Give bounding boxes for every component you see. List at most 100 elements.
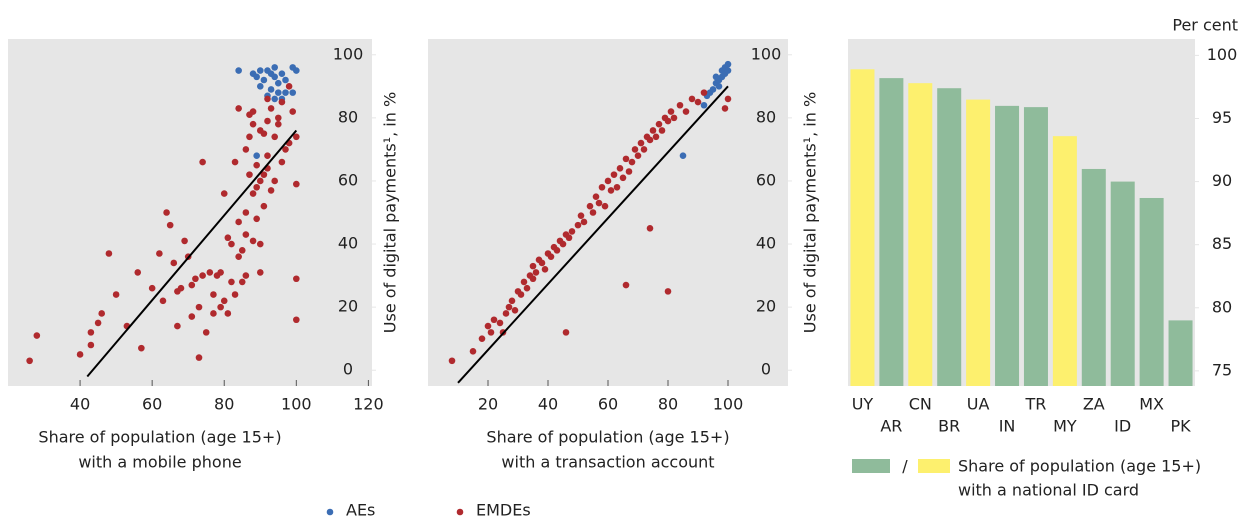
x-tick-label: TR	[1025, 395, 1047, 414]
point	[253, 215, 260, 223]
point	[613, 183, 621, 191]
legend-label: with a national ID card	[958, 481, 1139, 500]
y-tick-label: 85	[1212, 234, 1232, 253]
point	[688, 95, 696, 103]
point	[712, 73, 720, 81]
legend-swatch	[918, 459, 950, 473]
point	[253, 161, 260, 169]
point	[282, 89, 289, 96]
x-tick-label: 120	[353, 395, 384, 414]
point	[249, 190, 257, 197]
y-tick-label: 100	[1207, 45, 1238, 64]
point	[181, 237, 188, 245]
point	[278, 98, 286, 106]
point	[170, 259, 178, 267]
point	[242, 209, 250, 216]
point	[700, 89, 708, 96]
plot-background	[428, 39, 788, 386]
point	[670, 114, 678, 122]
point	[637, 139, 645, 147]
point	[253, 183, 260, 191]
point	[87, 341, 95, 349]
point	[487, 329, 495, 336]
point	[76, 351, 84, 358]
point	[267, 187, 275, 194]
x-tick-label: MY	[1053, 417, 1077, 436]
point	[724, 67, 732, 74]
point	[271, 73, 278, 81]
point	[271, 64, 278, 71]
point	[274, 120, 282, 128]
bar	[908, 83, 933, 386]
point	[541, 265, 549, 273]
point	[664, 117, 672, 125]
bar	[1052, 136, 1077, 386]
bar	[1110, 181, 1135, 386]
point	[586, 202, 594, 210]
point	[192, 275, 199, 283]
point	[721, 105, 729, 112]
point	[289, 108, 297, 115]
y-axis-label: Use of digital payments¹, in %	[801, 92, 820, 333]
point	[267, 105, 275, 112]
point	[253, 152, 260, 160]
point	[469, 348, 477, 355]
point	[610, 171, 618, 178]
point	[709, 86, 717, 93]
y-tick-label: 40	[756, 234, 776, 253]
fit-line	[457, 85, 729, 384]
point	[589, 209, 597, 216]
x-tick-label: 100	[713, 395, 744, 414]
legend-separator: /	[902, 457, 908, 476]
point	[235, 105, 242, 112]
point	[235, 218, 242, 226]
point	[199, 158, 206, 166]
point	[553, 247, 561, 254]
legend-label: EMDEs	[476, 501, 531, 520]
y-tick-label: 60	[338, 170, 358, 189]
unit-label: Per cent	[1172, 16, 1238, 35]
point	[502, 310, 510, 317]
legend-marker	[456, 508, 464, 516]
point	[640, 146, 648, 153]
x-axis-label: Share of population (age 15+)	[486, 428, 729, 447]
bar	[1023, 107, 1048, 386]
x-tick-label: 60	[598, 395, 618, 414]
point	[246, 171, 253, 178]
point	[559, 240, 567, 248]
plot-background	[8, 39, 372, 386]
point	[156, 250, 163, 257]
x-tick-label: 40	[70, 395, 90, 414]
point	[253, 73, 260, 81]
y-tick-label: 80	[756, 107, 776, 126]
point	[174, 322, 181, 330]
point	[574, 221, 582, 229]
point	[242, 231, 250, 238]
point	[496, 319, 504, 327]
point	[538, 259, 546, 267]
point	[224, 310, 232, 317]
point	[33, 332, 41, 339]
point	[293, 133, 300, 141]
point	[646, 136, 654, 144]
point	[565, 234, 573, 242]
point	[700, 101, 708, 109]
point	[224, 234, 232, 242]
point	[202, 329, 210, 336]
point	[658, 127, 666, 134]
point	[199, 272, 206, 279]
x-axis-label: with a mobile phone	[78, 453, 241, 472]
point	[177, 284, 185, 292]
legend-swatch	[852, 459, 890, 473]
point	[163, 209, 170, 216]
x-tick-label: UY	[852, 395, 874, 414]
point	[235, 253, 242, 260]
point	[26, 357, 33, 365]
y-tick-label: 75	[1212, 360, 1232, 379]
point	[484, 322, 492, 330]
point	[260, 76, 268, 84]
point	[260, 202, 268, 210]
point	[274, 89, 282, 96]
point	[249, 237, 257, 245]
point	[235, 67, 242, 74]
